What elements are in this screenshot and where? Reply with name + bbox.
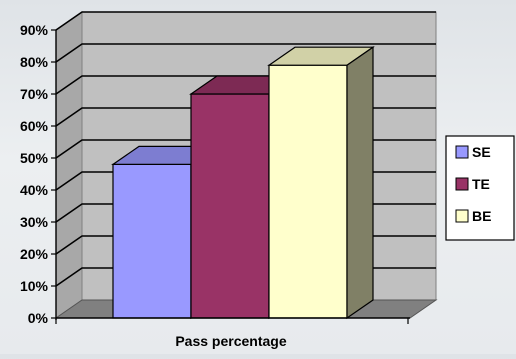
bar-front [190, 93, 270, 319]
bar-be [267, 46, 375, 320]
bar-side [346, 46, 374, 320]
bars [111, 46, 375, 320]
legend-label: BE [472, 208, 491, 224]
legend: SE TE BE [445, 135, 515, 241]
legend-label: TE [472, 176, 490, 192]
x-axis: Pass percentage [55, 317, 410, 349]
y-axis: 0% 10% 20% 30% 40% 50% 60% 70% 80% 90% [20, 22, 57, 326]
y-tick-label: 30% [20, 214, 49, 230]
y-tick-label: 60% [20, 118, 49, 134]
bar-front [268, 64, 348, 319]
y-tick-label: 0% [28, 310, 49, 326]
y-tick-label: 40% [20, 182, 49, 198]
legend-item-se: SE [455, 144, 491, 160]
y-tick-label: 10% [20, 278, 49, 294]
legend-swatch [455, 177, 469, 191]
x-axis-label: Pass percentage [175, 333, 286, 349]
legend-swatch [455, 209, 469, 223]
y-tick-label: 90% [20, 22, 49, 38]
y-tick-label: 80% [20, 54, 49, 70]
legend-label: SE [472, 144, 491, 160]
legend-item-be: BE [455, 208, 491, 224]
y-tick-label: 20% [20, 246, 49, 262]
gridline [55, 43, 436, 63]
legend-swatch [455, 145, 469, 159]
gridline [55, 11, 436, 31]
y-tick-label: 70% [20, 86, 49, 102]
bar-front [112, 163, 192, 319]
side-wall [55, 11, 83, 319]
y-tick-label: 50% [20, 150, 49, 166]
legend-item-te: TE [455, 176, 490, 192]
